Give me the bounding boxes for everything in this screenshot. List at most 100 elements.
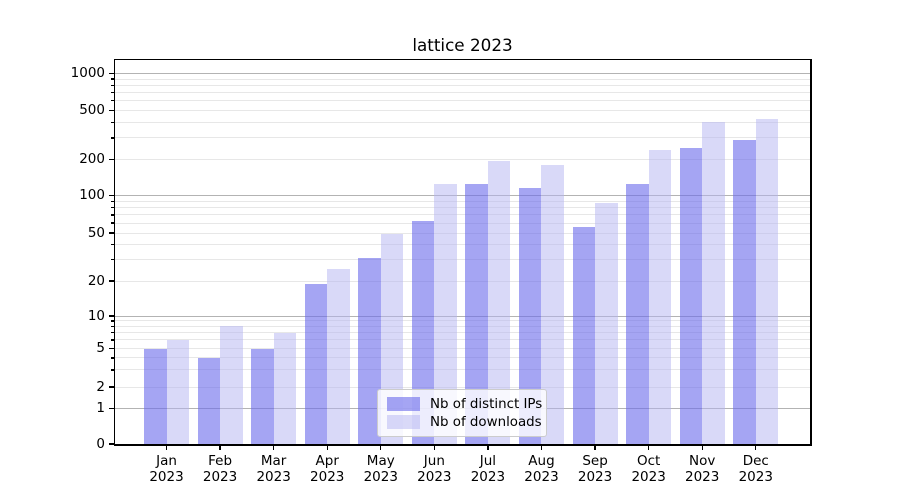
x-tick-month: Aug	[528, 452, 555, 469]
y-minor-gridline	[115, 325, 810, 327]
x-tick-label: Aug 2023	[509, 453, 573, 486]
legend-swatch-downloads	[387, 415, 420, 429]
x-tick-month: Oct	[636, 452, 661, 469]
legend: Nb of distinct IPs Nb of downloads	[377, 389, 547, 437]
y-minor-tick-mark	[111, 320, 114, 322]
x-tick-mark	[433, 445, 436, 451]
y-minor-tick-mark	[111, 339, 114, 341]
axis-spine-top	[113, 58, 812, 61]
y-gridline	[115, 110, 810, 111]
x-tick-year: 2023	[524, 469, 559, 485]
x-tick-label: Jul 2023	[456, 453, 520, 486]
bar-ips-apr	[304, 283, 328, 444]
axis-spine-left	[113, 58, 116, 446]
x-tick-year: 2023	[149, 469, 184, 485]
y-minor-gridline	[115, 137, 810, 139]
y-minor-tick-mark	[111, 369, 114, 371]
x-tick-label: Nov 2023	[670, 453, 734, 486]
x-tick-month: Dec	[742, 452, 769, 469]
bar-ips-aug	[518, 188, 542, 444]
y-minor-gridline	[115, 200, 810, 202]
x-tick-year: 2023	[202, 469, 238, 485]
x-tick-year: 2023	[417, 469, 452, 485]
y-minor-tick-mark	[111, 100, 114, 102]
bar-downloads-oct	[648, 149, 672, 444]
y-minor-tick-mark	[111, 357, 114, 359]
x-tick-label: Apr 2023	[295, 453, 359, 486]
y-gridline	[115, 195, 810, 197]
x-tick-year: 2023	[577, 469, 613, 485]
bar-ips-may	[358, 258, 381, 444]
y-minor-tick-mark	[111, 91, 114, 94]
y-minor-tick-mark	[111, 325, 114, 328]
x-tick-label: Sep 2023	[563, 453, 627, 486]
y-minor-gridline	[115, 320, 810, 322]
y-tick-mark	[108, 386, 114, 388]
x-tick-mark	[487, 445, 489, 451]
bar-downloads-apr	[327, 269, 350, 444]
x-tick-month: Jan	[156, 452, 177, 469]
y-minor-tick-mark	[111, 78, 114, 80]
y-minor-gridline	[115, 214, 810, 216]
bar-ips-mar	[251, 348, 274, 444]
y-tick-mark	[108, 158, 114, 161]
x-tick-year: 2023	[738, 469, 773, 485]
y-minor-tick-mark	[111, 332, 114, 334]
x-tick-month: Jun	[423, 452, 445, 469]
y-minor-gridline	[115, 222, 810, 224]
x-tick-mark	[701, 445, 703, 451]
y-tick-label: 0	[96, 435, 105, 452]
axis-spine-bottom	[113, 444, 812, 446]
bar-downloads-mar	[273, 332, 297, 444]
x-tick-mark	[165, 445, 168, 451]
x-tick-label: Jun 2023	[402, 453, 466, 486]
y-minor-tick-mark	[111, 137, 114, 139]
x-tick-mark	[380, 445, 382, 451]
y-tick-mark	[108, 407, 114, 410]
legend-row-ips: Nb of distinct IPs	[387, 397, 542, 412]
y-minor-gridline	[115, 78, 810, 80]
y-gridline	[115, 159, 810, 160]
legend-row-downloads: Nb of downloads	[387, 415, 542, 430]
bar-ips-sep	[572, 226, 596, 444]
x-tick-label: Jan 2023	[135, 453, 199, 486]
bar-downloads-jun	[434, 183, 457, 444]
y-minor-tick-mark	[111, 222, 114, 224]
x-tick-month: May	[366, 452, 395, 469]
x-tick-label: May 2023	[349, 453, 413, 486]
y-gridline	[115, 232, 810, 234]
y-gridline	[115, 280, 810, 282]
y-minor-gridline	[115, 84, 810, 86]
legend-swatch-distinct-ips	[387, 397, 420, 411]
x-tick-mark	[594, 445, 596, 451]
y-minor-gridline	[115, 369, 810, 371]
y-minor-tick-mark	[111, 200, 114, 203]
y-gridline	[115, 73, 810, 74]
x-tick-label: Mar 2023	[242, 453, 306, 486]
y-minor-tick-mark	[111, 259, 114, 261]
y-gridline	[115, 386, 810, 388]
x-tick-label: Oct 2023	[617, 453, 681, 486]
bar-ips-jun	[411, 220, 435, 444]
y-tick-mark	[108, 315, 114, 317]
y-minor-gridline	[115, 121, 810, 123]
y-minor-gridline	[115, 100, 810, 102]
chart-title: lattice 2023	[412, 35, 513, 55]
y-tick-label: 1	[96, 400, 105, 416]
x-tick-mark	[540, 445, 543, 451]
x-tick-year: 2023	[363, 469, 398, 485]
x-tick-month: Sep	[582, 452, 608, 469]
bar-downloads-aug	[541, 165, 564, 444]
y-tick-mark	[108, 347, 114, 350]
y-tick-label: 500	[79, 102, 105, 118]
x-tick-month: Apr	[315, 452, 339, 469]
y-minor-gridline	[115, 207, 810, 209]
legend-label-downloads: Nb of downloads	[430, 414, 542, 430]
bar-ips-jul	[465, 184, 488, 444]
x-tick-label: Feb 2023	[188, 453, 252, 486]
y-minor-gridline	[115, 259, 810, 261]
y-tick-label: 1000	[70, 65, 105, 81]
y-tick-mark	[108, 232, 114, 234]
x-tick-year: 2023	[631, 469, 666, 485]
